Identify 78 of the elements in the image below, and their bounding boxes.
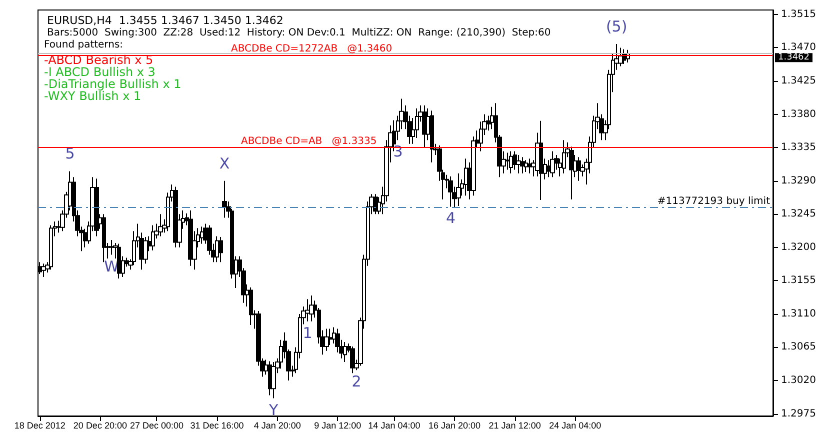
candlestick xyxy=(151,224,155,251)
x-tick-label: 20 Dec 20:00 xyxy=(73,420,127,430)
y-tick-label: 1.3110 xyxy=(781,308,816,320)
text: 3 xyxy=(393,142,403,161)
candlestick xyxy=(509,150,513,174)
candlestick xyxy=(577,156,581,182)
x-tick-label: 14 Jan 04:00 xyxy=(368,420,420,430)
y-tick-label: 1.3470 xyxy=(781,42,816,54)
candlestick xyxy=(569,146,574,200)
x-tick-label: 16 Jan 20:00 xyxy=(428,420,481,430)
annotation: Found patterns: xyxy=(44,40,124,50)
candlestick xyxy=(94,178,99,237)
x-tick-label: 9 Jan 12:00 xyxy=(314,420,362,430)
candlestick xyxy=(456,172,461,206)
candlestick xyxy=(505,152,510,170)
x-tick-label: 24 Jan 04:00 xyxy=(549,420,602,430)
text: 1 xyxy=(302,324,312,342)
annotation: -WXY Bullish x 1 xyxy=(44,89,142,103)
y-tick-label: 1.3155 xyxy=(781,275,816,286)
y-tick-label: 1.3020 xyxy=(781,375,816,386)
candlestick xyxy=(464,158,468,196)
candlestick xyxy=(41,263,46,278)
candlestick xyxy=(520,156,525,174)
text: 4 xyxy=(446,209,456,228)
candlestick xyxy=(188,210,193,266)
y-tick-label: 1.3065 xyxy=(781,342,816,353)
text: Y xyxy=(268,400,278,419)
candlestick xyxy=(350,346,355,374)
y-tick-label: 1.3200 xyxy=(781,242,816,253)
candlestick xyxy=(422,104,427,148)
candlestick xyxy=(539,120,543,201)
candlestick xyxy=(324,328,329,352)
candlestick xyxy=(516,154,521,174)
ref-line-label: #113772193 buy limit xyxy=(657,196,770,207)
y-tick-label: 1.3290 xyxy=(781,175,816,186)
y-tick-label: 1.3245 xyxy=(781,208,816,220)
ref-line-label: 1.3462 xyxy=(778,52,810,63)
text: 2 xyxy=(352,372,362,391)
candlestick xyxy=(448,176,453,208)
ref-line-label: ABCDBe CD=1272AB @1.3460 xyxy=(231,44,392,55)
candlestick xyxy=(173,186,178,248)
candlestick xyxy=(219,236,223,263)
candlestick xyxy=(102,214,106,263)
y-tick-label: 1.3515 xyxy=(781,8,816,20)
annotation: -DiaTriangle Bullish x 1 xyxy=(44,77,182,91)
candlestick xyxy=(343,342,347,363)
ref-line-label: ABCDBe CD=AB @1.3335 xyxy=(241,136,377,148)
x-tick-label: 27 Dec 00:00 xyxy=(130,420,184,430)
candlestick xyxy=(215,236,219,263)
x-tick-label: 18 Dec 2012 xyxy=(14,420,66,430)
candlestick xyxy=(109,239,114,256)
candlestick xyxy=(550,150,555,178)
y-tick-label: 1.3425 xyxy=(781,75,816,86)
candlestick xyxy=(117,243,121,279)
x-tick-label: 21 Jan 12:00 xyxy=(488,420,541,430)
y-tick-label: 1.3380 xyxy=(781,108,816,120)
y-tick-label: 1.2975 xyxy=(781,408,816,420)
candlestick xyxy=(528,158,532,174)
candlestick xyxy=(222,180,227,218)
candlestick xyxy=(200,226,204,244)
x-tick-label: 31 Dec 16:00 xyxy=(190,420,244,430)
candlestick xyxy=(309,294,314,322)
chart-title: EURUSD,H4 1.3455 1.3467 1.3450 1.3462 xyxy=(47,14,284,27)
candlestick xyxy=(513,150,517,170)
candlestick xyxy=(524,160,528,172)
candlestick xyxy=(562,140,566,174)
candlestick xyxy=(305,298,310,322)
candlestick xyxy=(49,224,53,270)
text: (5) xyxy=(606,18,628,36)
y-tick-label: 1.3335 xyxy=(781,142,816,154)
x-tick-label: 4 Jan 20:00 xyxy=(254,420,301,430)
candlestick xyxy=(430,110,434,163)
candlestick xyxy=(249,286,253,326)
annotation: -I ABCD Bullish x 3 xyxy=(44,65,156,79)
candlestick xyxy=(271,362,276,399)
text: Bars:5000 Swing:300 ZZ:28 Used:12 History: ON Dev:0.1 MultiZZ: ON Range: (210,390) Step:60 xyxy=(47,28,551,38)
text: X xyxy=(219,154,230,172)
candlestick xyxy=(158,214,163,237)
